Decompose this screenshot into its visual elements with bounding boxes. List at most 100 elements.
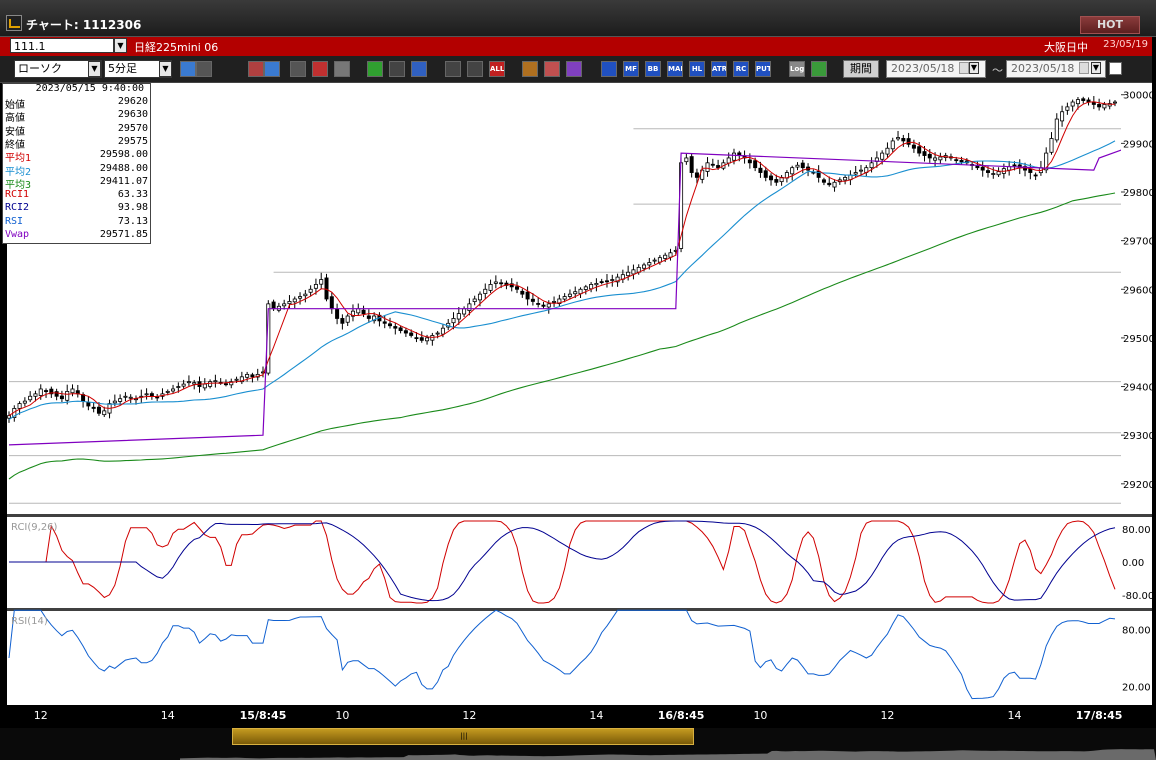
candle-body: [440, 327, 445, 335]
search-icon[interactable]: [180, 61, 196, 77]
candle-body: [1091, 101, 1096, 105]
chart-area[interactable]: RCI(9,26) RSI(14): [6, 83, 1156, 705]
color-icon[interactable]: [566, 61, 582, 77]
print-icon[interactable]: [334, 61, 350, 77]
chart-scrollbar[interactable]: |||: [0, 728, 1156, 760]
candle-body: [208, 381, 213, 387]
pane-separator: [7, 514, 1121, 517]
candle-body: [911, 144, 916, 149]
pencil-icon[interactable]: [367, 61, 383, 77]
candle-body: [144, 393, 149, 396]
price-scale[interactable]: 30000 29900 29800 29700 29600 29500 29400 29300…: [1121, 83, 1155, 705]
wrench-icon[interactable]: [544, 61, 560, 77]
scroll-thumb[interactable]: |||: [232, 728, 694, 745]
info-row: 平均3 29411.07: [5, 176, 150, 191]
price-tick-label: 29400: [1123, 383, 1152, 394]
date-to-dropdown-icon[interactable]: ▼: [1091, 62, 1101, 74]
scale-canvas: 30000 29900 29800 29700 29600 29500 29400 29300…: [1121, 91, 1155, 694]
candle-body: [578, 288, 583, 295]
range-icon[interactable]: [196, 61, 212, 77]
date-from-calendar-icon[interactable]: [959, 62, 969, 74]
candle-body: [880, 152, 885, 160]
candle-body: [858, 169, 863, 172]
chart-type-select[interactable]: ローソク: [14, 60, 102, 78]
rsi-line: [8, 609, 1116, 700]
info-value: 29571.85: [99, 229, 148, 240]
download-icon[interactable]: [248, 61, 264, 77]
candle-icon[interactable]: [445, 61, 461, 77]
ribbon-icon[interactable]: [601, 61, 617, 77]
symbol-dropdown-icon[interactable]: ▼: [114, 38, 127, 53]
time-tick-label: 10: [335, 709, 350, 722]
rci-pane-label: RCI(9,26): [11, 522, 58, 533]
period-checkbox[interactable]: [1109, 62, 1122, 75]
atr-icon[interactable]: ATR: [711, 61, 727, 77]
time-tick-label: 12: [462, 709, 477, 722]
candle-body: [927, 153, 932, 159]
chart-type-dropdown-icon[interactable]: ▼: [88, 61, 101, 77]
info-label: RCI2: [5, 202, 30, 214]
bb-icon[interactable]: BB: [645, 61, 661, 77]
candle-body: [22, 400, 27, 404]
candle-body: [361, 309, 366, 314]
candle-body: [652, 259, 657, 262]
interval-select[interactable]: 5分足: [104, 60, 172, 78]
candle-body: [896, 137, 901, 140]
candle-body: [747, 159, 752, 164]
candle-body: [155, 396, 160, 399]
info-value: 29575: [117, 135, 148, 147]
candle-body: [515, 286, 520, 290]
put-icon[interactable]: PUT: [755, 61, 771, 77]
split-icon[interactable]: [290, 61, 306, 77]
all-button-icon[interactable]: ALL: [489, 61, 505, 77]
period-button[interactable]: 期間: [843, 60, 879, 78]
candle-body: [604, 280, 609, 283]
info-value: 93.98: [117, 202, 148, 214]
candle-body: [456, 313, 461, 320]
candle-body: [33, 393, 38, 397]
right-frame: [1152, 37, 1156, 760]
info-value: 29570: [117, 122, 148, 134]
candle-body: [382, 321, 387, 324]
rci1-line: [9, 520, 1116, 604]
date-from-dropdown-icon[interactable]: ▼: [969, 62, 979, 74]
chart-canvas[interactable]: RCI(9,26) RSI(14): [6, 83, 1156, 705]
hl-icon[interactable]: HL: [689, 61, 705, 77]
candle-body: [340, 318, 345, 324]
candle-body: [499, 282, 504, 285]
candle-body: [414, 337, 419, 340]
rc-icon[interactable]: RC RA: [733, 61, 749, 77]
time-tick-label: 14: [589, 709, 604, 722]
candle-body: [393, 326, 398, 329]
log-icon[interactable]: Log: [789, 61, 805, 77]
pane-separator: [7, 608, 1121, 611]
candle-body: [599, 281, 604, 284]
cursor-icon[interactable]: [389, 61, 405, 77]
price-tick-label: 29900: [1123, 139, 1152, 150]
date-to-calendar-icon[interactable]: [1079, 62, 1089, 74]
candle2-icon[interactable]: [467, 61, 483, 77]
settings-icon[interactable]: [522, 61, 538, 77]
candle-body: [843, 177, 848, 181]
export-icon[interactable]: [811, 61, 827, 77]
candle-body: [462, 308, 467, 315]
candle-body: [451, 318, 456, 324]
undo-icon[interactable]: [411, 61, 427, 77]
candle-body: [128, 396, 133, 399]
candle-body: [6, 415, 11, 419]
rci2-line: [9, 520, 1116, 602]
scroll-grip-icon: |||: [460, 732, 468, 740]
trend-icon[interactable]: [312, 61, 328, 77]
mae-icon[interactable]: MAE: [667, 61, 683, 77]
price-tick-label: 29300: [1123, 431, 1152, 442]
mf-icon[interactable]: MF: [623, 61, 639, 77]
symbol-code-input[interactable]: 111.1: [10, 38, 114, 53]
candle-body: [292, 298, 297, 303]
interval-dropdown-icon[interactable]: ▼: [159, 61, 172, 77]
zoom-icon[interactable]: [264, 61, 280, 77]
hot-button[interactable]: HOT: [1080, 16, 1140, 34]
time-tick-label: 12: [33, 709, 48, 722]
candle-body: [202, 383, 207, 389]
candle-body: [694, 172, 699, 178]
